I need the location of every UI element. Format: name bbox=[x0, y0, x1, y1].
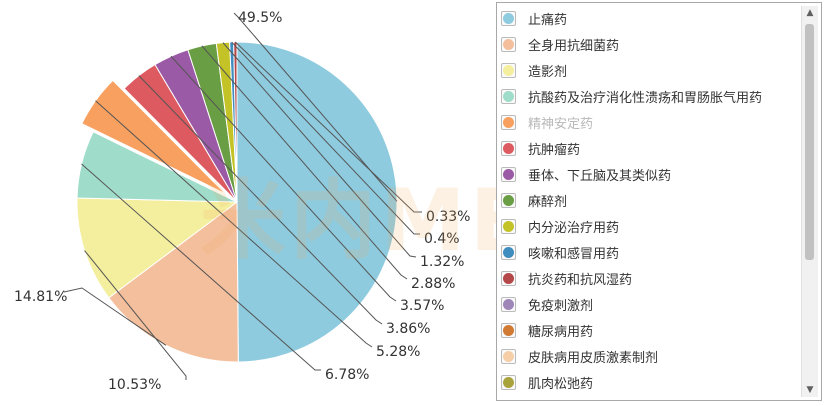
legend-label: 精神安定药 bbox=[528, 116, 594, 132]
pie-slice[interactable] bbox=[236, 41, 398, 363]
legend-scrollbar[interactable]: ▲ ▼ bbox=[801, 6, 818, 397]
scroll-down-arrow-icon[interactable]: ▼ bbox=[806, 385, 814, 395]
leader-line bbox=[84, 250, 187, 380]
scroll-thumb[interactable] bbox=[805, 24, 814, 260]
slice-percent-label: 2.88% bbox=[411, 276, 455, 292]
legend-swatch-icon bbox=[501, 62, 516, 78]
legend-label: 麻醉剂 bbox=[528, 194, 568, 210]
slice-percent-label: 3.86% bbox=[386, 321, 430, 337]
legend-item[interactable]: 精神安定药 bbox=[497, 109, 797, 135]
legend-label: 垂体、下丘脑及其类似药 bbox=[528, 168, 672, 184]
legend-swatch-icon bbox=[501, 218, 516, 234]
slice-percent-label: 49.5% bbox=[238, 10, 282, 26]
legend-swatch-icon bbox=[501, 10, 516, 26]
legend-swatch-icon bbox=[501, 374, 516, 390]
legend-item[interactable]: 糖尿病用药 bbox=[497, 317, 797, 343]
slice-percent-label: 10.53% bbox=[108, 377, 161, 393]
leader-line bbox=[63, 287, 167, 346]
legend-item[interactable]: 咳嗽和感冒用药 bbox=[497, 239, 797, 265]
legend-item[interactable]: 全身用抗细菌药 bbox=[497, 31, 797, 57]
pie-slice[interactable] bbox=[233, 41, 238, 203]
legend-swatch-icon bbox=[501, 244, 516, 260]
legend-item[interactable]: 造影剂 bbox=[497, 57, 797, 83]
legend-swatch-icon bbox=[501, 88, 516, 104]
legend-item[interactable]: 抗酸药及治疗消化性溃疡和胃肠胀气用药 bbox=[497, 83, 797, 109]
legend-label: 全身用抗细菌药 bbox=[528, 38, 620, 54]
legend-item[interactable]: 麻醉剂 bbox=[497, 187, 797, 213]
legend-label: 抗酸药及治疗消化性溃疡和胃肠胀气用药 bbox=[528, 90, 763, 106]
slice-percent-label: 0.33% bbox=[426, 209, 470, 225]
leader-line bbox=[222, 42, 417, 258]
leader-line bbox=[231, 41, 420, 235]
legend-swatch-icon bbox=[501, 166, 516, 182]
slice-percent-label: 14.81% bbox=[14, 289, 67, 305]
legend-swatch-icon bbox=[501, 36, 516, 52]
legend-item[interactable]: 垂体、下丘脑及其类似药 bbox=[497, 161, 797, 187]
leader-line bbox=[234, 41, 422, 213]
pie-chart: 49.5% 14.81% 10.53% 6.78% 5.28% 3.86% 3.57% 2.8… bbox=[14, 10, 470, 393]
legend-item[interactable]: 免疫刺激剂 bbox=[497, 291, 797, 317]
leader-line bbox=[81, 163, 321, 371]
legend-label: 造影剂 bbox=[528, 64, 568, 80]
slice-percent-label: 3.57% bbox=[400, 298, 444, 314]
legend-swatch-icon bbox=[501, 348, 516, 364]
leader-line bbox=[95, 100, 373, 348]
legend-label: 肌肉松弛药 bbox=[528, 376, 594, 392]
legend-swatch-icon bbox=[501, 270, 516, 286]
legend-swatch-icon bbox=[501, 192, 516, 208]
slice-percent-label: 0.4% bbox=[424, 231, 460, 247]
legend-label: 止痛药 bbox=[528, 12, 568, 28]
slice-percent-label: 5.28% bbox=[376, 344, 420, 360]
slice-percent-label: 1.32% bbox=[420, 254, 464, 270]
legend-label: 抗炎药和抗风湿药 bbox=[528, 272, 633, 288]
legend-swatch-icon bbox=[501, 140, 516, 156]
legend-item[interactable]: 皮肤病用皮质激素制剂 bbox=[497, 343, 797, 369]
leader-line bbox=[201, 45, 408, 280]
legend-swatch-icon bbox=[501, 296, 516, 312]
legend-item[interactable]: 抗肿瘤药 bbox=[497, 135, 797, 161]
legend-item[interactable]: 抗炎药和抗风湿药 bbox=[497, 265, 797, 291]
leader-line bbox=[138, 75, 383, 325]
legend-swatch-icon bbox=[501, 322, 516, 338]
legend-item[interactable]: 肌肉松弛药 bbox=[497, 369, 797, 395]
legend-label: 内分泌治疗用药 bbox=[528, 220, 620, 236]
legend-panel: 止痛药全身用抗细菌药 造影剂抗酸药及治疗消化性溃疡和胃肠胀气用药 精神安定药抗肿瘤药… bbox=[496, 2, 822, 401]
legend-label: 皮肤病用皮质激素制剂 bbox=[528, 350, 659, 366]
legend-label: 咳嗽和感冒用药 bbox=[528, 246, 620, 262]
leader-line bbox=[233, 12, 398, 202]
legend-label: 免疫刺激剂 bbox=[528, 298, 594, 314]
legend-label: 抗肿瘤药 bbox=[528, 142, 581, 158]
legend-item[interactable]: 内分泌治疗用药 bbox=[497, 213, 797, 239]
legend-swatch-icon bbox=[501, 114, 516, 130]
legend-item[interactable]: 止痛药 bbox=[497, 5, 797, 31]
scroll-up-arrow-icon[interactable]: ▲ bbox=[806, 8, 814, 18]
legend-label: 糖尿病用药 bbox=[528, 324, 594, 340]
slice-percent-label: 6.78% bbox=[325, 367, 369, 383]
leader-line bbox=[170, 55, 397, 302]
